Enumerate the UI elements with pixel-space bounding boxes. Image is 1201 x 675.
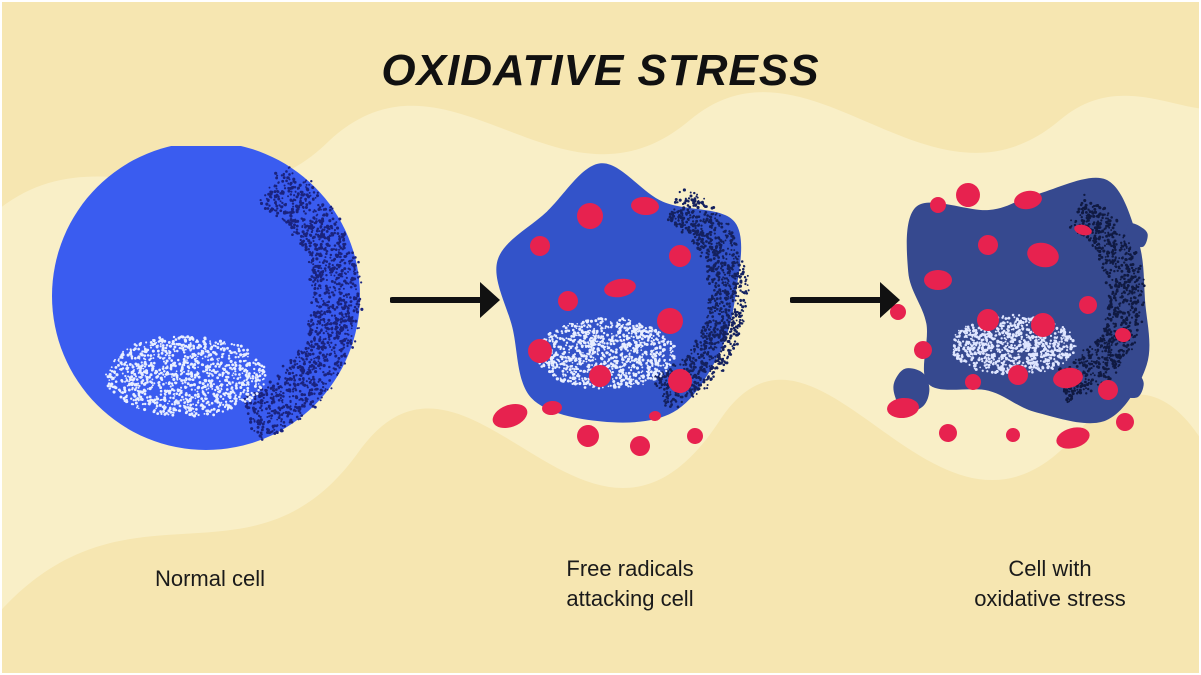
cell-illustration-normal <box>46 146 366 466</box>
caption-attacked: Free radicalsattacking cell <box>500 554 760 613</box>
page-title: OXIDATIVE STRESS <box>0 46 1201 96</box>
progress-arrow-1 <box>390 278 504 322</box>
stage-attacked <box>470 146 770 466</box>
progress-arrow-2 <box>790 278 904 322</box>
caption-normal: Normal cell <box>110 564 310 594</box>
stage-stressed <box>878 150 1168 470</box>
stage-normal <box>46 146 366 466</box>
caption-stressed: Cell withoxidative stress <box>930 554 1170 613</box>
cell-illustration-stressed <box>878 150 1168 470</box>
cell-illustration-attacked <box>470 146 770 466</box>
infographic-canvas: OXIDATIVE STRESS Normal cell Free radical… <box>0 0 1201 675</box>
